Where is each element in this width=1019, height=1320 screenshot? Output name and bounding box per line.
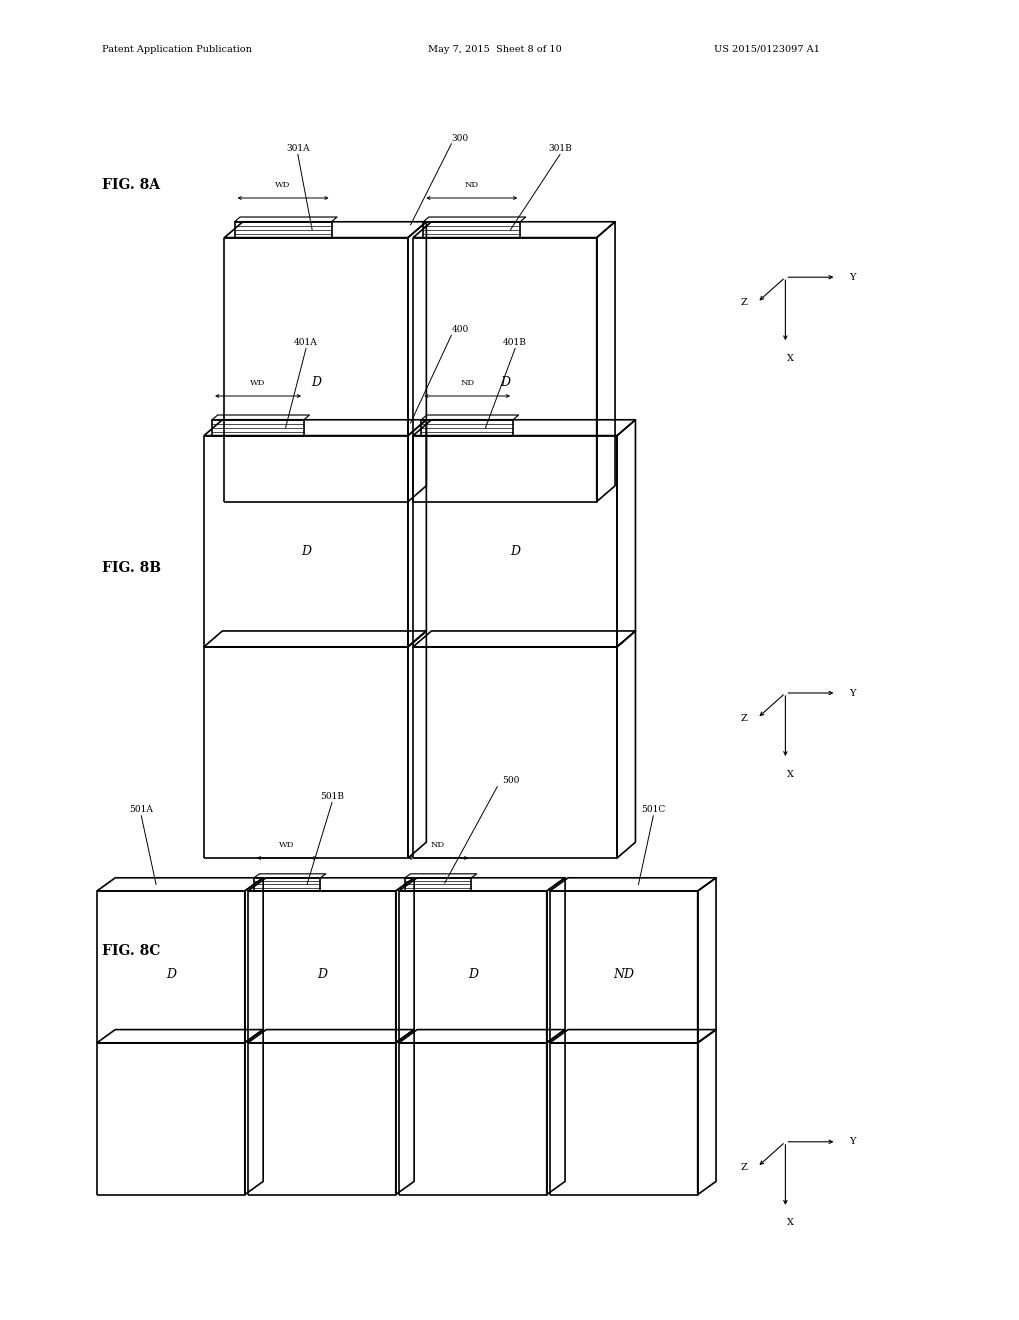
Text: WD: WD	[250, 379, 266, 387]
Text: 301A: 301A	[285, 144, 310, 153]
Text: May 7, 2015  Sheet 8 of 10: May 7, 2015 Sheet 8 of 10	[428, 45, 561, 54]
Text: ND: ND	[612, 968, 634, 981]
Text: 301B: 301B	[547, 144, 572, 153]
Text: D: D	[301, 545, 311, 558]
Text: 400: 400	[451, 325, 468, 334]
Text: Z: Z	[740, 714, 746, 723]
Text: D: D	[499, 376, 510, 389]
Text: US 2015/0123097 A1: US 2015/0123097 A1	[713, 45, 819, 54]
Text: Z: Z	[740, 298, 746, 308]
Text: D: D	[311, 376, 321, 389]
Text: Z: Z	[740, 1163, 746, 1172]
Text: 401B: 401B	[502, 338, 527, 347]
Text: 500: 500	[501, 776, 520, 785]
Text: D: D	[510, 545, 520, 558]
Text: FIG. 8A: FIG. 8A	[102, 178, 160, 193]
Text: FIG. 8C: FIG. 8C	[102, 944, 160, 958]
Text: WD: WD	[279, 841, 294, 849]
Text: Y: Y	[848, 273, 854, 281]
Text: 501A: 501A	[129, 805, 153, 814]
Text: ND: ND	[465, 181, 478, 189]
Text: X: X	[787, 1218, 793, 1228]
Text: ND: ND	[460, 379, 474, 387]
Text: X: X	[787, 354, 793, 363]
Text: 501C: 501C	[641, 805, 664, 814]
Text: 501B: 501B	[320, 792, 343, 801]
Text: FIG. 8B: FIG. 8B	[102, 561, 161, 576]
Text: ND: ND	[431, 841, 444, 849]
Text: D: D	[317, 968, 326, 981]
Text: Y: Y	[848, 1138, 854, 1146]
Text: Patent Application Publication: Patent Application Publication	[102, 45, 252, 54]
Text: WD: WD	[275, 181, 290, 189]
Text: 300: 300	[451, 133, 468, 143]
Text: X: X	[787, 770, 793, 779]
Text: 401A: 401A	[293, 338, 318, 347]
Text: D: D	[468, 968, 477, 981]
Text: D: D	[166, 968, 175, 981]
Text: Y: Y	[848, 689, 854, 697]
